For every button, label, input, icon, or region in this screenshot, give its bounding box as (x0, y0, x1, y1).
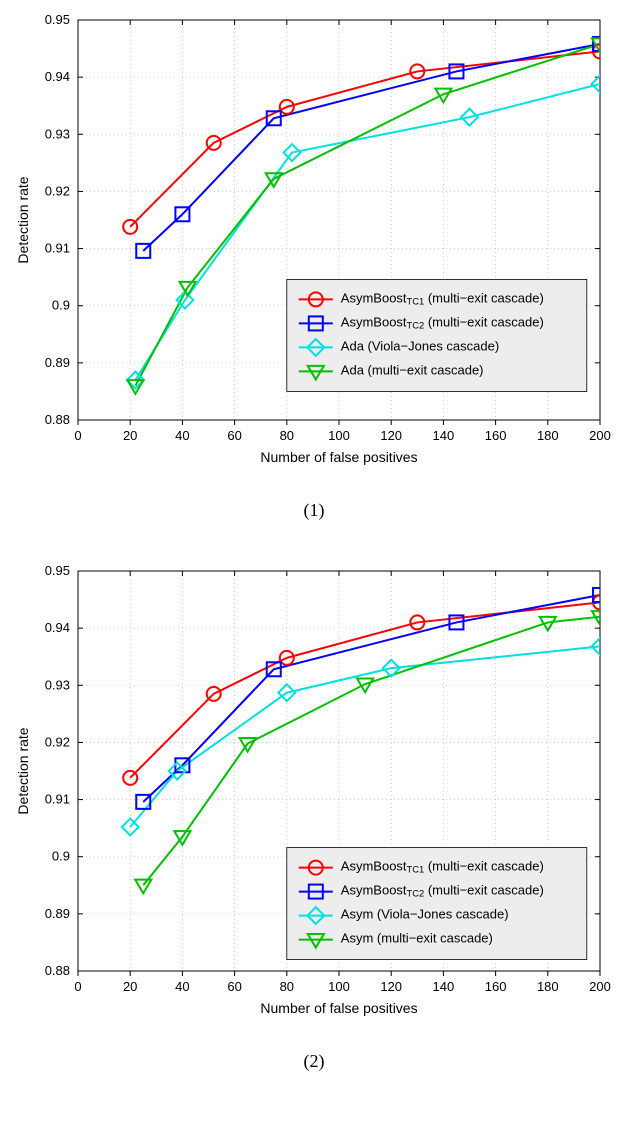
x-tick-label: 20 (123, 428, 137, 443)
x-tick-label: 200 (589, 428, 611, 443)
y-tick-label: 0.94 (45, 69, 70, 84)
y-tick-label: 0.9 (52, 298, 70, 313)
x-tick-label: 80 (280, 979, 294, 994)
x-tick-label: 20 (123, 979, 137, 994)
y-axis-label: Detection rate (15, 176, 31, 263)
x-axis-label: Number of false positives (260, 449, 417, 465)
x-tick-label: 60 (227, 979, 241, 994)
x-tick-label: 180 (537, 979, 559, 994)
chart-block: 0 20 40 60 80 100 120 140 160 180 200 0.88 0.89 0.9 0.… (0, 0, 628, 521)
y-tick-label: 0.88 (45, 963, 70, 978)
y-tick-label: 0.89 (45, 906, 70, 921)
y-tick-label: 0.88 (45, 412, 70, 427)
x-tick-label: 0 (74, 428, 81, 443)
legend-label: AsymBoostTC2 (multi−exit cascade) (341, 883, 544, 898)
x-tick-label: 180 (537, 428, 559, 443)
x-tick-label: 80 (280, 428, 294, 443)
x-axis-label: Number of false positives (260, 1000, 417, 1016)
legend-label: Ada (multi−exit cascade) (341, 363, 484, 378)
y-tick-label: 0.89 (45, 355, 70, 370)
x-tick-label: 100 (328, 979, 350, 994)
y-axis-label: Detection rate (15, 727, 31, 814)
x-tick-label: 0 (74, 979, 81, 994)
y-tick-label: 0.95 (45, 563, 70, 578)
legend: AsymBoostTC1 (multi−exit cascade) AsymBoo… (287, 848, 587, 960)
chart-caption: (1) (0, 500, 628, 521)
x-tick-label: 120 (380, 428, 402, 443)
y-tick-label: 0.94 (45, 620, 70, 635)
y-tick-label: 0.95 (45, 12, 70, 27)
x-tick-label: 160 (485, 979, 507, 994)
x-tick-label: 60 (227, 428, 241, 443)
y-tick-label: 0.9 (52, 849, 70, 864)
legend-label: Ada (Viola−Jones cascade) (341, 339, 499, 354)
legend-label: AsymBoostTC1 (multi−exit cascade) (341, 291, 544, 306)
chart-block: 0 20 40 60 80 100 120 140 160 180 200 0.88 0.89 0.9 0.… (0, 551, 628, 1072)
legend-label: Asym (multi−exit cascade) (341, 931, 493, 946)
x-tick-label: 200 (589, 979, 611, 994)
x-tick-label: 140 (433, 979, 455, 994)
y-tick-label: 0.92 (45, 183, 70, 198)
chart-svg: 0 20 40 60 80 100 120 140 160 180 200 0.88 0.89 0.9 0.… (0, 551, 628, 1031)
x-tick-label: 40 (175, 979, 189, 994)
x-tick-label: 100 (328, 428, 350, 443)
chart-svg: 0 20 40 60 80 100 120 140 160 180 200 0.88 0.89 0.9 0.… (0, 0, 628, 480)
y-tick-label: 0.93 (45, 677, 70, 692)
x-tick-label: 40 (175, 428, 189, 443)
legend: AsymBoostTC1 (multi−exit cascade) AsymBoo… (287, 279, 587, 391)
x-tick-label: 120 (380, 979, 402, 994)
x-tick-label: 140 (433, 428, 455, 443)
legend-label: AsymBoostTC2 (multi−exit cascade) (341, 315, 544, 330)
chart-caption: (2) (0, 1051, 628, 1072)
y-tick-label: 0.92 (45, 734, 70, 749)
y-tick-label: 0.91 (45, 792, 70, 807)
y-tick-label: 0.93 (45, 126, 70, 141)
legend-label: AsymBoostTC1 (multi−exit cascade) (341, 859, 544, 874)
legend-label: Asym (Viola−Jones cascade) (341, 907, 509, 922)
x-tick-label: 160 (485, 428, 507, 443)
y-tick-label: 0.91 (45, 241, 70, 256)
